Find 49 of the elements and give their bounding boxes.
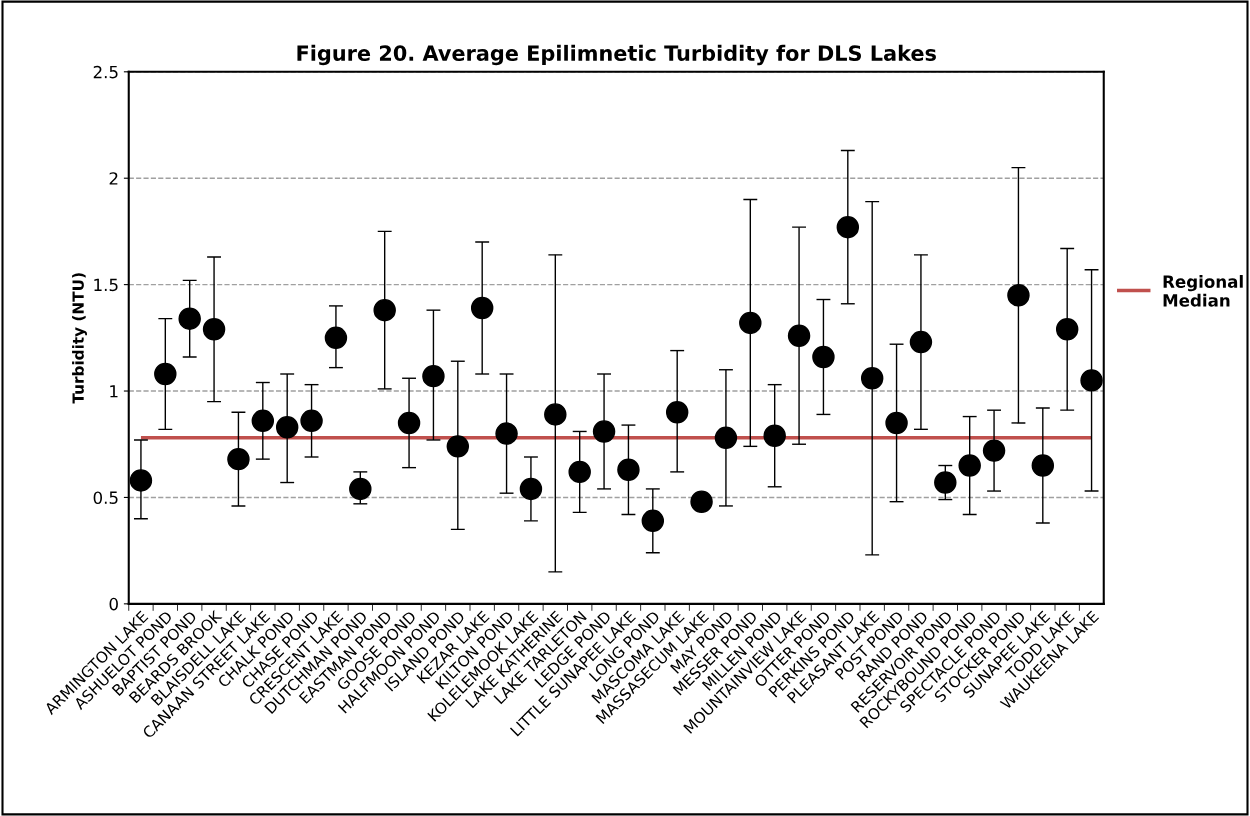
- point: [446, 435, 470, 458]
- y-tick-label: 2: [109, 172, 118, 185]
- point: [860, 367, 884, 390]
- point: [202, 318, 226, 341]
- point: [690, 490, 713, 513]
- point: [958, 454, 981, 477]
- point: [1007, 284, 1030, 307]
- point: [324, 326, 348, 350]
- point: [982, 439, 1006, 462]
- point: [422, 364, 445, 388]
- point: [714, 426, 738, 450]
- point: [1055, 318, 1079, 341]
- point: [275, 415, 299, 439]
- point: [836, 215, 860, 239]
- point: [251, 409, 275, 433]
- point: [300, 409, 323, 433]
- point: [568, 460, 591, 484]
- point: [592, 420, 616, 443]
- point: [787, 324, 811, 347]
- y-tick-label: 1: [110, 385, 118, 398]
- point: [544, 403, 567, 426]
- point: [812, 345, 835, 369]
- y-tick-label: 1.5: [94, 278, 118, 292]
- point: [495, 422, 518, 445]
- point: [763, 424, 786, 447]
- point: [154, 362, 177, 386]
- y-tick-label: 2.5: [93, 65, 118, 79]
- point: [885, 411, 908, 435]
- y-tick-label: 0.5: [93, 491, 118, 504]
- point: [397, 411, 421, 435]
- point: [178, 307, 201, 330]
- point: [470, 296, 494, 320]
- y-axis-title: Turbidity (NTU): [72, 273, 87, 404]
- point: [519, 477, 543, 501]
- point: [909, 330, 933, 354]
- point: [934, 471, 957, 494]
- point: [665, 401, 689, 424]
- point: [349, 477, 372, 501]
- point: [1031, 454, 1055, 477]
- point: [739, 311, 762, 335]
- legend-label: Regional Median: [1163, 275, 1243, 307]
- chart-title: Figure 20. Average Epilimnetic Turbidity for DLS Lakes: [297, 44, 936, 66]
- point: [373, 298, 396, 322]
- point: [641, 509, 665, 533]
- y-tick-label: 0: [109, 597, 118, 611]
- point: [227, 447, 250, 471]
- point: [1080, 369, 1103, 392]
- point: [617, 458, 640, 481]
- point: [129, 469, 153, 492]
